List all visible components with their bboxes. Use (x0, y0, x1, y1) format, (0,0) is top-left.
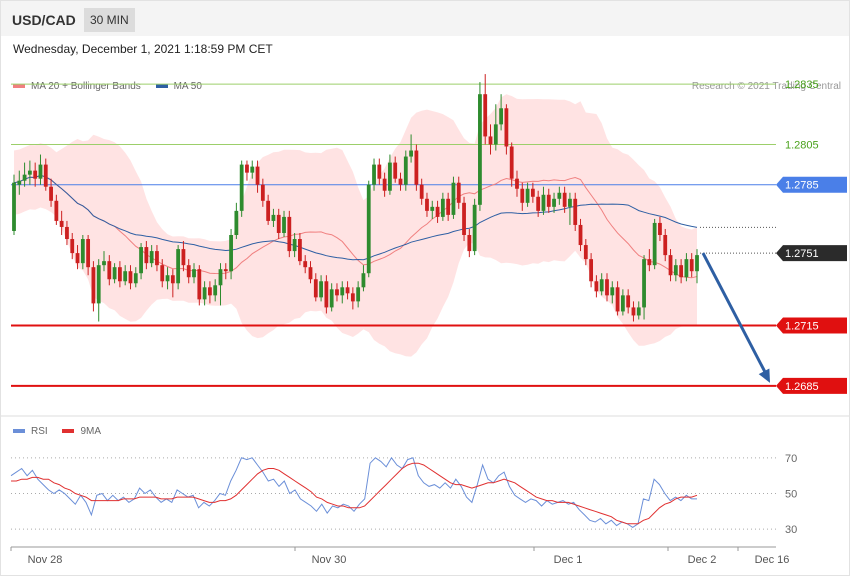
symbol-title: USD/CAD (12, 12, 76, 28)
ma20-swatch (13, 84, 25, 89)
timestamp: Wednesday, December 1, 2021 1:18:59 PM C… (13, 42, 273, 56)
credit-text: Research © 2021 Trading Central (691, 81, 841, 92)
ma50-swatch (155, 84, 168, 89)
ma9-swatch (62, 429, 75, 434)
timeframe-button[interactable]: 30 MIN (84, 8, 135, 32)
ma9-label: 9MA (80, 426, 102, 437)
rsi-swatch (13, 429, 25, 434)
ma20-label: MA 20 + Bollinger Bands (31, 81, 141, 92)
ma50-label: MA 50 (173, 81, 202, 92)
rsi-legend: RSI 9MA (13, 426, 101, 437)
rsi-label: RSI (31, 426, 48, 437)
price-legend: MA 20 + Bollinger Bands MA 50 (13, 81, 202, 92)
header-bar: USD/CAD 30 MIN (1, 1, 849, 36)
